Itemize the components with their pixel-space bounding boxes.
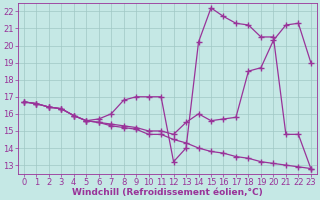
X-axis label: Windchill (Refroidissement éolien,°C): Windchill (Refroidissement éolien,°C): [72, 188, 263, 197]
